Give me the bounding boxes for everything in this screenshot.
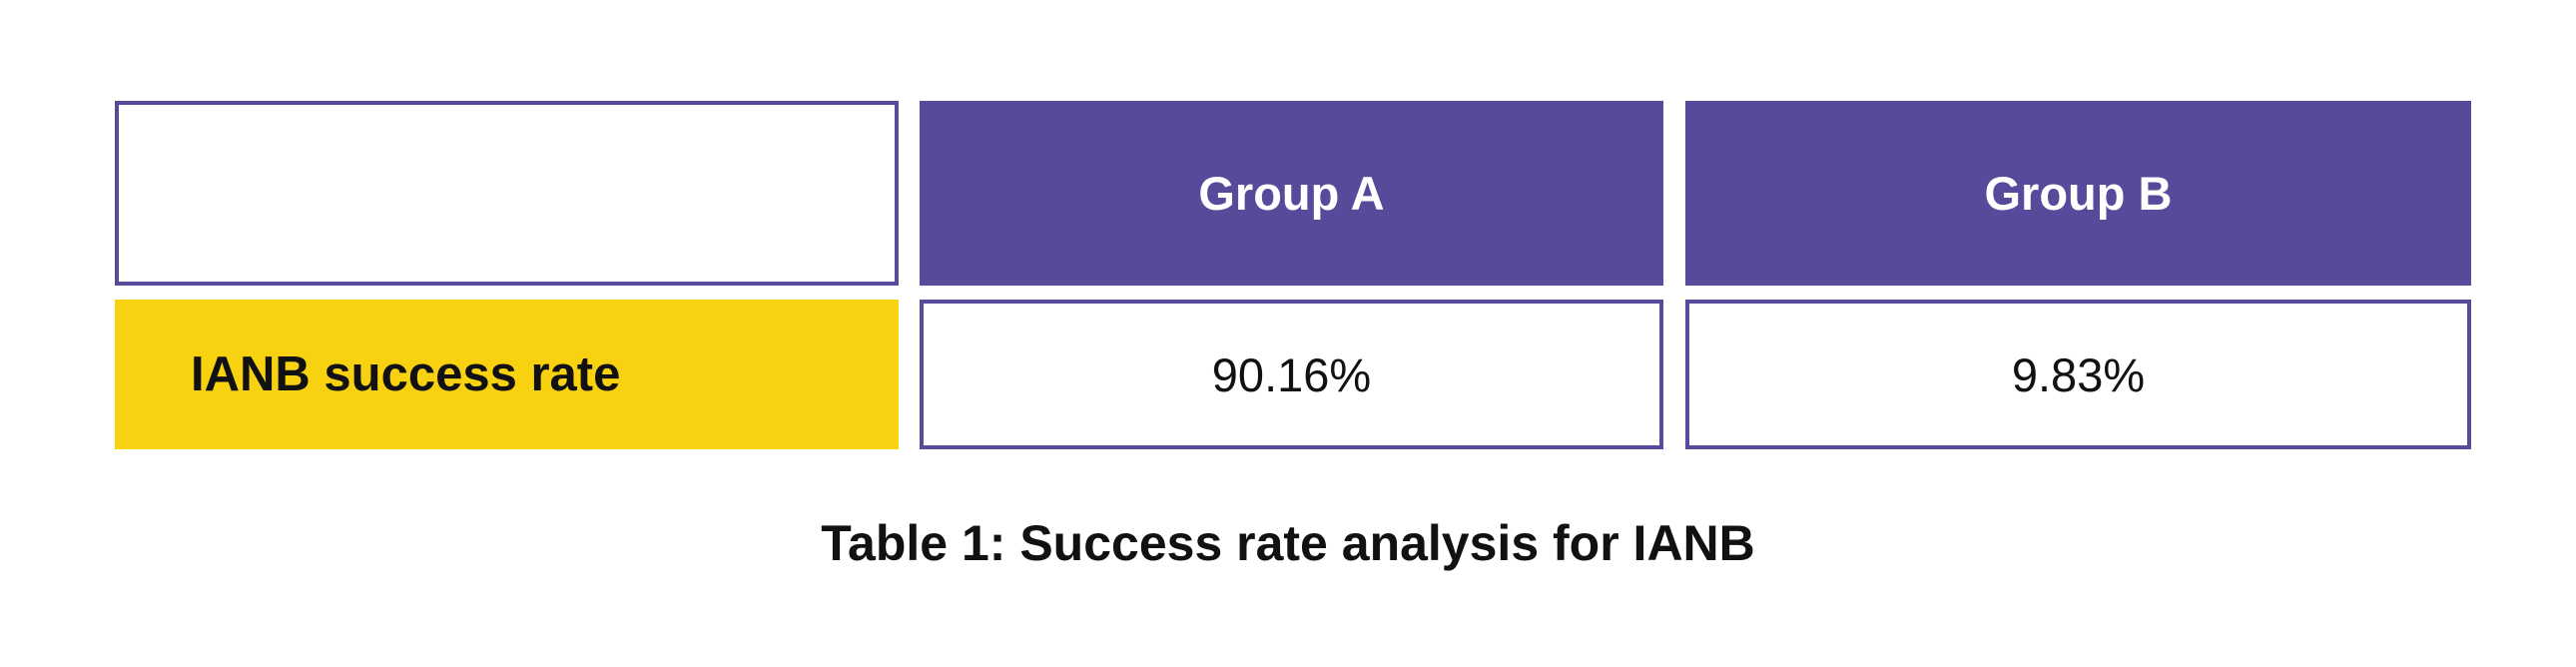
- table-corner-cell: [115, 101, 899, 286]
- column-header-group-a: Group A: [920, 101, 1663, 286]
- column-header-group-b: Group B: [1685, 101, 2471, 286]
- table-cell-group-a-value: 90.16%: [920, 300, 1663, 449]
- row-label-ianb-success-rate: IANB success rate: [115, 300, 899, 449]
- table-cell-group-b-value: 9.83%: [1685, 300, 2471, 449]
- table-caption: Table 1: Success rate analysis for IANB: [821, 515, 1755, 571]
